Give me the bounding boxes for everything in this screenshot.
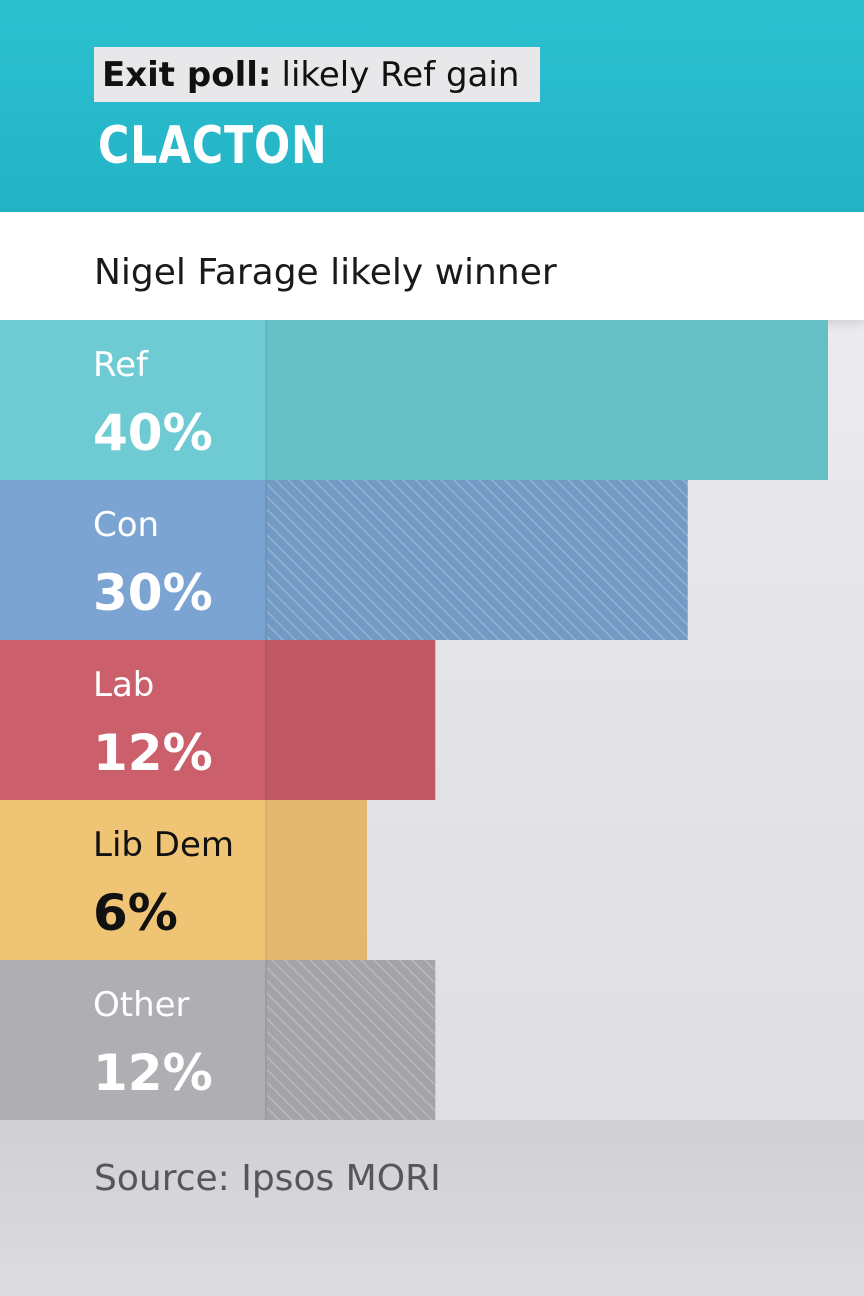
party-label-ref: Ref bbox=[93, 345, 149, 385]
label-divider-lib-dem bbox=[265, 800, 267, 960]
bar-hatch-con bbox=[267, 480, 688, 640]
value-label-other: 12% bbox=[93, 1044, 213, 1102]
label-divider-ref bbox=[265, 320, 267, 480]
constituency-title: CLACTON bbox=[98, 116, 328, 176]
exit-poll-result: likely Ref gain bbox=[281, 54, 520, 95]
subheadline: Nigel Farage likely winner bbox=[94, 252, 557, 293]
bar-shade-other bbox=[267, 960, 436, 1120]
label-divider-con bbox=[265, 480, 267, 640]
party-label-lib-dem: Lib Dem bbox=[93, 825, 234, 865]
value-label-con: 30% bbox=[93, 564, 213, 622]
value-label-lab: 12% bbox=[93, 724, 213, 782]
bar-hatch-other bbox=[267, 960, 436, 1120]
bar-shade-ref bbox=[267, 320, 828, 480]
bar-ref bbox=[0, 320, 828, 480]
value-label-lib-dem: 6% bbox=[93, 884, 178, 942]
exit-poll-label: Exit poll: bbox=[102, 54, 272, 95]
party-label-lab: Lab bbox=[93, 665, 154, 705]
bar-lib-dem bbox=[0, 800, 367, 960]
source-band: Source: Ipsos MORI bbox=[0, 1120, 864, 1296]
bar-shade-lib-dem bbox=[267, 800, 367, 960]
header-banner: Exit poll: likely Ref gain CLACTON bbox=[0, 0, 864, 212]
bar-lab bbox=[0, 640, 436, 800]
bar-shade-con bbox=[267, 480, 688, 640]
subheadline-bar: Nigel Farage likely winner bbox=[0, 212, 864, 320]
label-divider-other bbox=[265, 960, 267, 1120]
exit-poll-bar-chart: Ref 40% Con 30% Lab 12% Lib Dem 6% Other 12% bbox=[0, 320, 828, 1120]
value-label-ref: 40% bbox=[93, 404, 213, 462]
exit-poll-tag: Exit poll: likely Ref gain bbox=[94, 47, 540, 102]
label-divider-lab bbox=[265, 640, 267, 800]
party-label-other: Other bbox=[93, 985, 190, 1025]
party-label-con: Con bbox=[93, 505, 159, 545]
source-note: Source: Ipsos MORI bbox=[94, 1158, 441, 1199]
bar-shade-lab bbox=[267, 640, 436, 800]
